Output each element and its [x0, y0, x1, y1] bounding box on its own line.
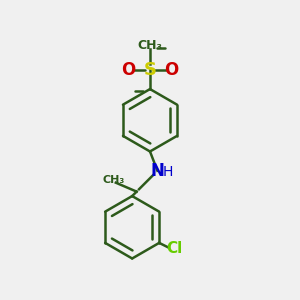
Text: O: O [165, 61, 179, 79]
Text: N: N [151, 162, 164, 180]
Text: Cl: Cl [166, 241, 182, 256]
Text: S: S [143, 61, 157, 79]
Text: CH₃: CH₃ [102, 175, 124, 185]
Text: CH₃: CH₃ [137, 40, 163, 52]
Text: O: O [121, 61, 135, 79]
Text: H: H [163, 165, 173, 179]
